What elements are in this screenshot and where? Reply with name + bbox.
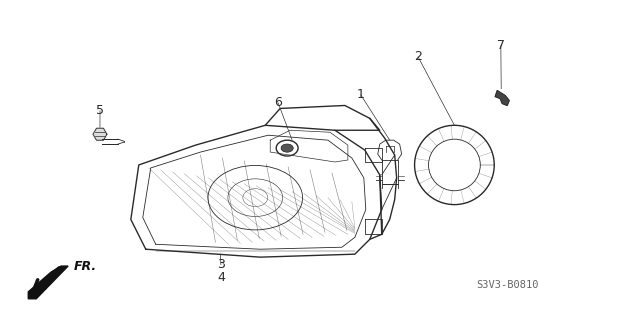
Text: 4: 4: [217, 271, 225, 284]
Text: 5: 5: [96, 104, 104, 117]
Text: FR.: FR.: [74, 260, 97, 273]
Polygon shape: [93, 128, 107, 140]
Polygon shape: [495, 91, 509, 106]
Text: 3: 3: [217, 258, 225, 271]
Ellipse shape: [281, 144, 293, 152]
Text: S3V3-B0810: S3V3-B0810: [476, 280, 539, 290]
Text: 1: 1: [357, 88, 365, 101]
Text: 2: 2: [414, 51, 422, 63]
Text: 7: 7: [497, 39, 505, 52]
Polygon shape: [28, 266, 68, 299]
Text: 6: 6: [274, 96, 282, 109]
